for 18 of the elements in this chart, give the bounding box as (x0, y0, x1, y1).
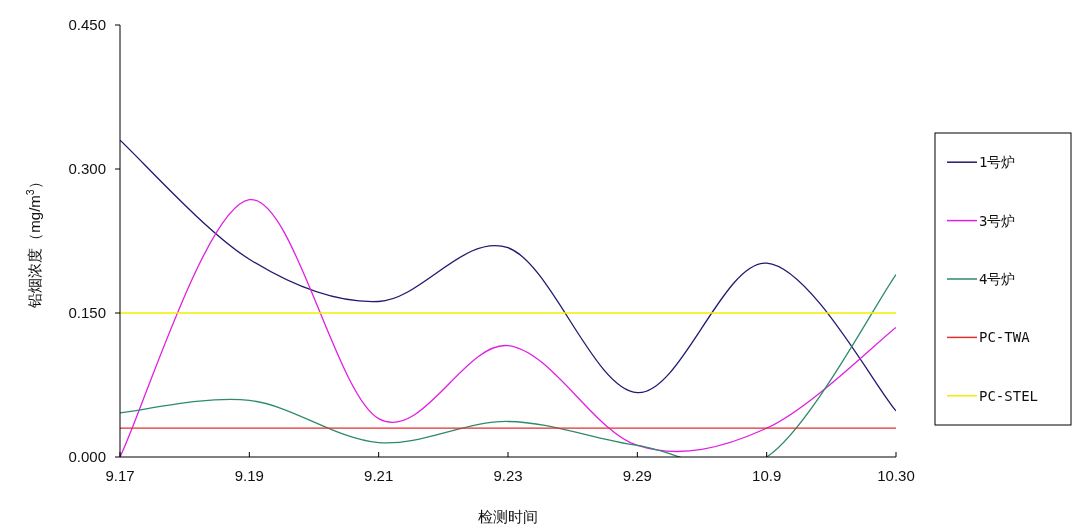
y-tick-label: 0.450 (68, 16, 106, 33)
legend-label: 3号炉 (979, 212, 1016, 229)
legend-label: PC-TWA (979, 329, 1031, 346)
x-tick-label: 10.9 (752, 467, 782, 484)
y-tick-label: 0.150 (68, 304, 106, 321)
x-tick-label: 9.23 (493, 467, 523, 484)
y-tick-label: 0.000 (68, 448, 106, 465)
x-tick-label: 10.30 (877, 467, 915, 484)
x-tick-label: 9.21 (364, 467, 394, 484)
x-tick-label: 9.29 (622, 467, 652, 484)
legend-label: 4号炉 (979, 271, 1016, 287)
x-tick-label: 9.19 (234, 467, 264, 484)
y-tick-label: 0.300 (68, 160, 106, 177)
x-tick-label: 9.17 (105, 467, 135, 484)
line-series (120, 139, 896, 412)
legend-label: PC-STEL (979, 387, 1039, 404)
legend-label: 1号炉 (979, 154, 1016, 171)
x-axis-title: 检测时间 (478, 508, 538, 525)
